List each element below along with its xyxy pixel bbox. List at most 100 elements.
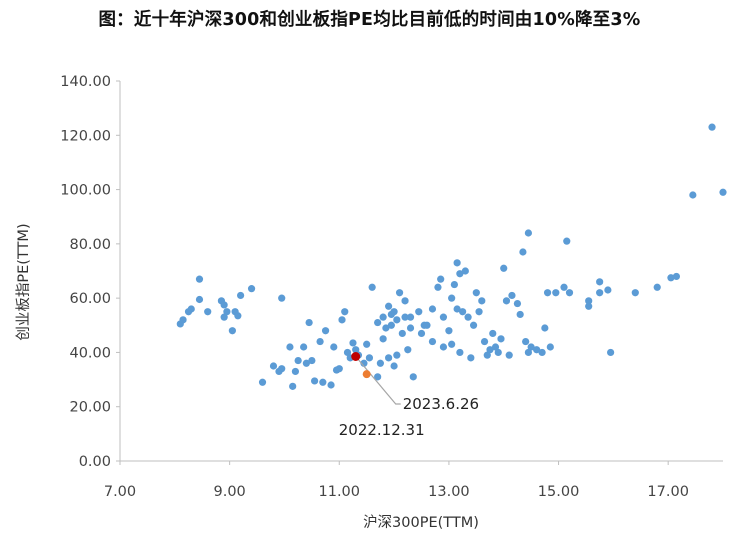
data-point (439, 313, 448, 321)
y-axis-title: 创业板指PE(TTM) (14, 223, 32, 340)
data-point (327, 381, 335, 389)
data-point (456, 348, 464, 357)
data-point (437, 275, 445, 283)
data-point (398, 329, 406, 338)
data-point (286, 343, 294, 351)
data-point (524, 229, 532, 237)
data-point (513, 299, 522, 308)
data-point (316, 337, 324, 346)
data-point (393, 316, 401, 324)
data-point (401, 297, 409, 305)
data-point (395, 289, 404, 297)
data-point (390, 362, 398, 370)
data-point (607, 348, 615, 357)
data-point (220, 301, 228, 309)
data-point (448, 294, 456, 302)
data-point (387, 321, 395, 329)
data-point (204, 308, 212, 316)
annotations-group: 2023.6.26 2022.12.31 (339, 352, 479, 439)
data-point (500, 264, 508, 272)
data-point (228, 327, 236, 335)
data-point (491, 343, 500, 351)
data-point (319, 378, 327, 386)
data-point (291, 367, 300, 376)
annotation-2022-12-31: 2022.12.31 (339, 421, 425, 439)
data-point (585, 297, 593, 305)
data-point (300, 343, 308, 351)
data-point (308, 356, 316, 365)
data-point (237, 291, 245, 300)
data-point (360, 359, 368, 367)
y-tick-label: 100.00 (60, 183, 111, 199)
data-point (472, 289, 480, 297)
data-point (585, 302, 593, 310)
data-point (708, 123, 716, 131)
data-point (450, 280, 458, 289)
y-tick-label: 80.00 (69, 237, 111, 253)
x-tick-label: 7.00 (104, 484, 136, 500)
highlight-point-2022-12-31 (362, 370, 371, 379)
data-point (596, 278, 604, 286)
data-point (502, 297, 511, 305)
data-point (349, 339, 357, 347)
data-point (401, 313, 409, 321)
data-point (415, 308, 423, 316)
data-point (653, 283, 661, 291)
data-point (428, 305, 437, 313)
data-point (524, 348, 532, 357)
data-point (480, 337, 489, 346)
data-point (338, 316, 346, 324)
data-point (672, 272, 681, 281)
data-point (311, 377, 319, 385)
data-point (565, 289, 574, 297)
data-point (278, 294, 286, 302)
data-point (508, 291, 516, 300)
data-point (404, 346, 412, 354)
data-point (220, 313, 228, 321)
data-point (546, 343, 554, 351)
data-point (631, 289, 639, 297)
data-point (563, 237, 571, 245)
y-tick-label: 140.00 (60, 74, 111, 90)
data-point (464, 313, 472, 321)
data-point (269, 362, 278, 370)
x-tick-label: 15.00 (538, 484, 580, 500)
data-point (560, 283, 568, 291)
data-point (527, 343, 535, 351)
data-point (195, 275, 204, 283)
data-point (486, 346, 494, 354)
points-group (176, 123, 727, 390)
data-point (374, 373, 382, 381)
data-point (382, 324, 390, 332)
data-point (505, 351, 513, 359)
data-point (368, 283, 376, 291)
data-point (379, 335, 387, 343)
data-point (352, 346, 360, 354)
data-point (538, 348, 546, 357)
data-point (469, 321, 478, 329)
data-point (497, 335, 505, 343)
data-point (406, 324, 415, 332)
y-tick-label: 40.00 (69, 345, 111, 361)
data-point (543, 289, 552, 297)
x-axis-title: 沪深300PE(TTM) (363, 514, 479, 531)
data-point (522, 337, 530, 346)
y-tick-label: 0.00 (79, 454, 111, 470)
x-tick-label: 17.00 (647, 484, 689, 500)
data-point (363, 340, 371, 348)
chart-title: 图：近十年沪深300和创业板指PE均比目前低的时间由10%降至3% (98, 10, 641, 30)
data-point (258, 378, 267, 386)
data-point (187, 305, 195, 313)
data-point (234, 312, 242, 320)
data-point (374, 318, 382, 327)
data-point (335, 365, 343, 373)
data-point (552, 289, 560, 297)
data-point (428, 337, 437, 346)
data-point (302, 359, 310, 367)
data-point (365, 354, 374, 362)
data-point (406, 313, 415, 321)
y-tick-label: 120.00 (60, 128, 111, 144)
x-tick-label: 13.00 (428, 484, 470, 500)
data-point (461, 267, 469, 275)
